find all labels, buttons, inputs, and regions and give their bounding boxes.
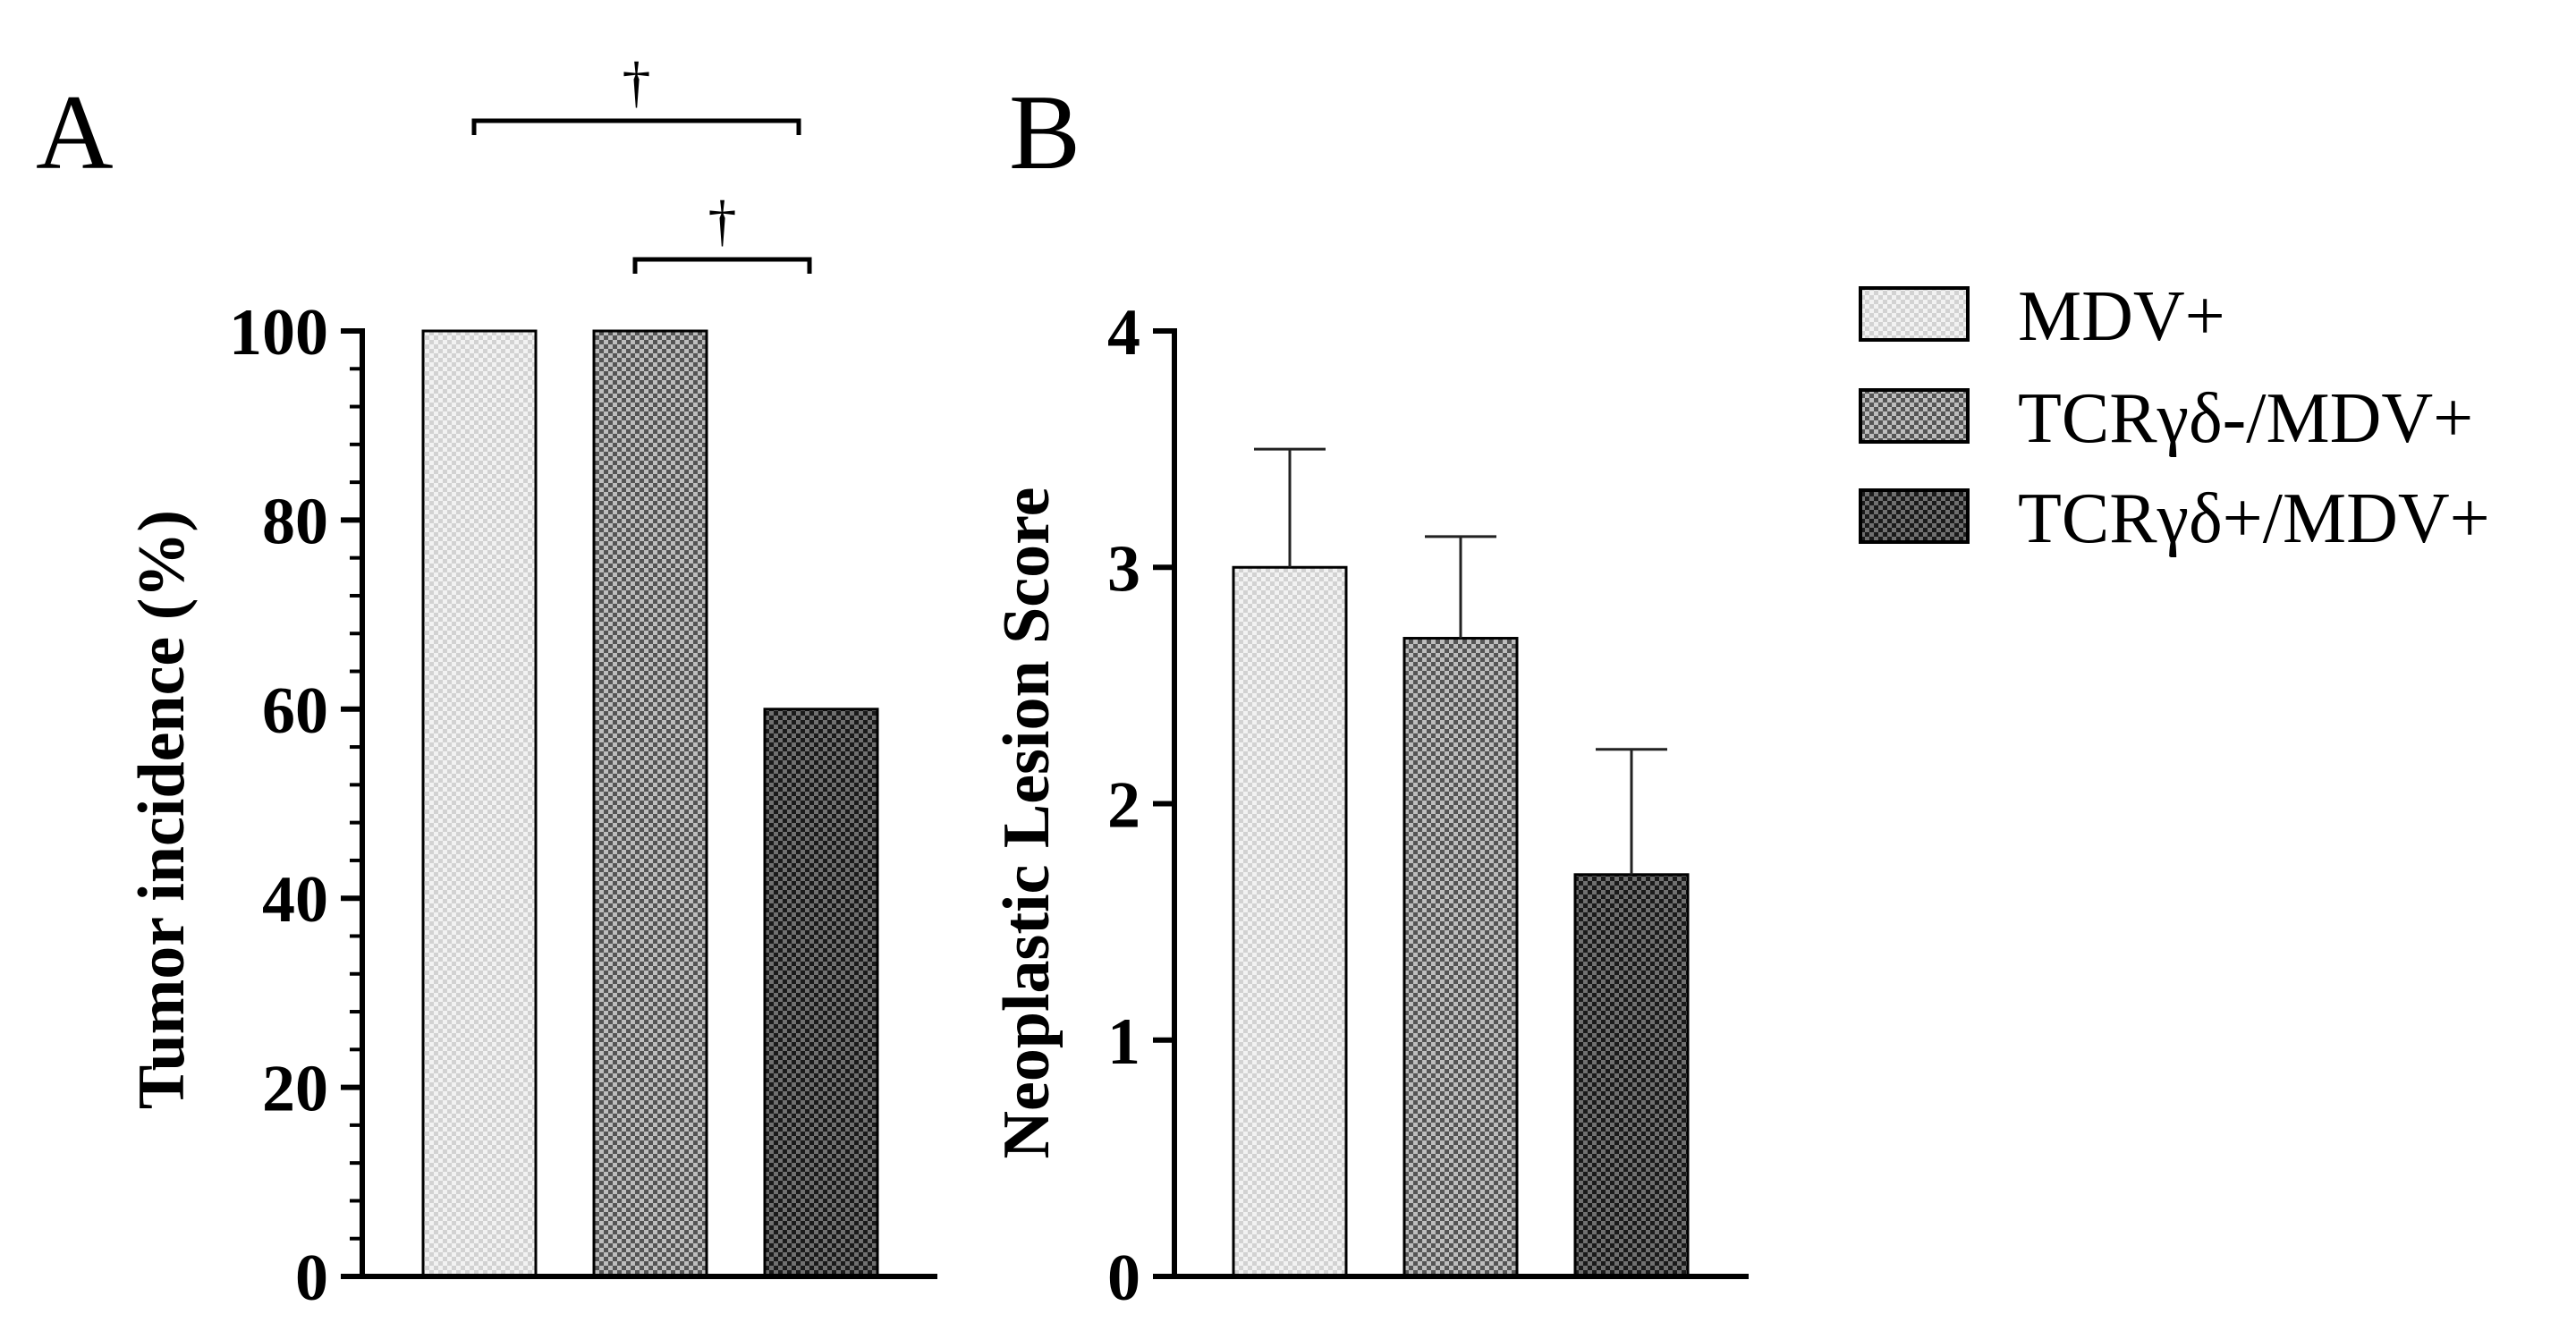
panel-a-y-tick-label: 80 (262, 485, 328, 558)
panel-b-y-tick-label: 3 (1107, 532, 1140, 606)
legend-swatch (1859, 286, 1970, 342)
legend-item: TCRγδ+/MDV+ (1859, 479, 2490, 558)
panel-b-y-tick-label: 1 (1107, 1005, 1140, 1079)
panel-a-y-axis-title: Tumor incidence (%) (125, 510, 199, 1109)
panel-a-bar-2 (592, 329, 708, 1278)
panel-a-y-tick-label: 100 (229, 296, 328, 369)
legend-item: TCRγδ-/MDV+ (1859, 379, 2473, 458)
panel-b-bar-1 (1232, 565, 1348, 1278)
legend-item: MDV+ (1859, 277, 2225, 356)
panel-b-bars (1232, 565, 1690, 1278)
significance-marker: † (623, 50, 651, 114)
significance-bracket (632, 257, 812, 274)
panel-a-bar-3 (763, 708, 879, 1278)
panel-a-significance: †† (471, 50, 812, 274)
legend-label: TCRγδ+/MDV+ (2018, 479, 2490, 558)
panel-b-y-ticks: 0 1 2 3 4 (1107, 296, 1174, 1315)
panel-b-y-tick-label: 4 (1107, 296, 1140, 369)
panel-a-y-tick-label: 60 (262, 674, 328, 748)
panel-a-bar-1 (421, 329, 538, 1278)
panel-b-y-tick-label: 2 (1107, 769, 1140, 843)
panel-b-error-bars (1254, 447, 1667, 875)
panel-a-y-tick-label: 0 (295, 1242, 328, 1315)
panel-b-chart: B Neoplastic Lesion Score 0 1 2 3 4 (990, 72, 1749, 1315)
legend-swatch (1859, 488, 1970, 544)
significance-bracket (471, 118, 801, 135)
panel-a-label: A (36, 72, 114, 191)
legend-swatch (1859, 388, 1970, 444)
panel-b-y-axis-title: Neoplastic Lesion Score (990, 487, 1063, 1159)
legend-label: TCRγδ-/MDV+ (2018, 379, 2473, 458)
significance-marker: † (708, 189, 737, 252)
panel-a-y-tick-label: 40 (262, 863, 328, 937)
panel-b-y-tick-label: 0 (1107, 1242, 1140, 1315)
panel-b-label: B (1009, 72, 1080, 191)
panel-a-y-tick-label: 20 (262, 1053, 328, 1126)
legend-label: MDV+ (2018, 277, 2225, 356)
panel-a-bars (421, 329, 879, 1278)
legend: MDV+ TCRγδ-/MDV+ TCRγδ+/MDV+ (1859, 277, 2490, 558)
panel-b-bar-3 (1573, 873, 1690, 1278)
panel-b-bar-2 (1402, 637, 1519, 1278)
panel-a-y-ticks: 0 20 40 60 80 100 (229, 296, 362, 1315)
